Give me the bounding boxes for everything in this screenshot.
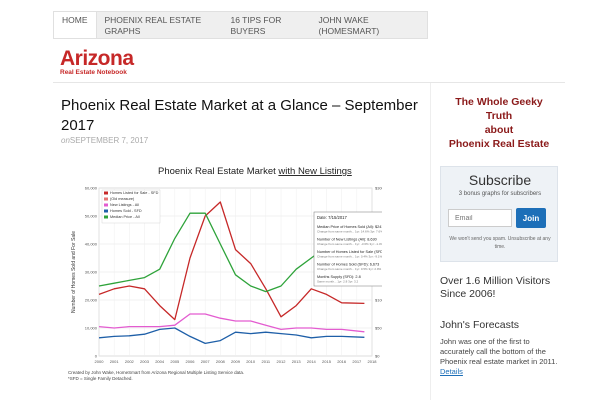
callout-sub-2: Change from same month... 1yr: 0.4% 3yr:… — [317, 255, 382, 259]
x-tick: 2018 — [368, 359, 378, 364]
y-tick-left: 60,000 — [85, 186, 98, 191]
x-tick: 2012 — [277, 359, 287, 364]
subscribe-box: Subscribe 3 bonus graphs for subscribers… — [440, 166, 558, 262]
x-tick: 2016 — [337, 359, 347, 364]
nav-home[interactable]: HOME — [54, 12, 97, 38]
subscribe-subtitle: 3 bonus graphs for subscribers — [458, 191, 542, 197]
legend-swatch-3 — [104, 209, 108, 213]
post-meta-on: on — [61, 136, 70, 145]
legend-swatch-1 — [104, 197, 108, 201]
y-axis-label: Number of Homes Sold and For Sale — [71, 231, 77, 313]
sidebar-separator — [430, 83, 431, 400]
join-button[interactable]: Join — [516, 208, 546, 228]
legend-swatch-4 — [104, 215, 108, 219]
visitors-stat: Over 1.6 Million Visitors Since 2006! — [440, 275, 551, 300]
callout-sub-4: Same month... 1yr: 2.8 3yr: 3.2 — [317, 280, 359, 284]
top-nav: HOME PHOENIX REAL ESTATE GRAPHS 16 TIPS … — [53, 11, 428, 39]
y-tick-right: $100,000 — [375, 298, 382, 303]
x-tick: 2005 — [170, 359, 180, 364]
x-tick: 2001 — [110, 359, 120, 364]
x-tick: 2015 — [322, 359, 332, 364]
legend-swatch-0 — [104, 191, 108, 195]
callout-sub-0: Change from same month... 1yr: 14.6% 3yr… — [317, 230, 382, 234]
series-line-2 — [98, 313, 365, 333]
nav-tips-for-buyers[interactable]: 16 TIPS FOR BUYERS — [230, 15, 282, 36]
legend-label-4: Median Price - All — [110, 215, 140, 219]
subscribe-title: Subscribe — [468, 172, 532, 188]
sidebar-heading-line4: Phoenix Real Estate — [448, 138, 550, 150]
header-divider — [53, 82, 565, 83]
x-tick: 2002 — [125, 359, 135, 364]
callout-sub-1: Change from same month... 1yr: -3.6% 3yr… — [317, 242, 382, 246]
post-meta: onSEPTEMBER 7, 2017 — [61, 136, 148, 145]
y-tick-left: 0 — [95, 354, 98, 359]
site-logo[interactable]: Arizona Real Estate Notebook — [60, 47, 134, 76]
x-tick: 2006 — [186, 359, 196, 364]
subscribe-note: We won't send you spam. Unsubscribe at a… — [449, 236, 551, 250]
email-input[interactable] — [448, 209, 512, 227]
forecasts-text: John was one of the first to accurately … — [440, 337, 558, 366]
sidebar-heading-line3: about — [484, 124, 514, 136]
sidebar-heading-line1: The Whole Geeky — [455, 96, 543, 108]
chart-title-main: Phoenix Real Estate Market — [158, 166, 278, 177]
nav-john-wake[interactable]: JOHN WAKE (HOMESMART) — [318, 15, 380, 36]
chart-title-suffix: with New Listings — [277, 166, 352, 177]
market-chart[interactable]: Phoenix Real Estate Market with New List… — [66, 160, 398, 380]
x-tick: 2000 — [95, 359, 105, 364]
callout-label-3: Number of Homes Sold (SFD): 6,673 — [317, 263, 379, 267]
y-tick-right: $50,000 — [375, 326, 382, 331]
forecasts-text-block: John was one of the first to accurately … — [440, 337, 558, 377]
logo-title: Arizona — [60, 47, 134, 70]
callout-label-0: Median Price of Homes Sold (All): $241,0… — [317, 225, 382, 229]
y-tick-left: 50,000 — [85, 214, 98, 219]
x-tick: 2010 — [246, 359, 256, 364]
legend-swatch-2 — [104, 203, 108, 207]
chart-footnote: Created by John Wake, HomeSmart from Ari… — [68, 370, 388, 382]
forecasts-heading: John's Forecasts — [440, 319, 520, 331]
x-tick: 2017 — [352, 359, 362, 364]
legend-label-0: Homes Listed for Sale - SFD — [110, 191, 159, 195]
callout-label-2: Number of Homes Listed for Sale (SFD): 1… — [317, 250, 382, 254]
x-tick: 2008 — [216, 359, 226, 364]
x-tick: 2004 — [155, 359, 165, 364]
chart-title: Phoenix Real Estate Market with New List… — [158, 166, 352, 177]
x-tick: 2014 — [307, 359, 317, 364]
post-date: SEPTEMBER 7, 2017 — [69, 136, 149, 145]
callout-date: Date: 7/15/2017 — [317, 215, 347, 220]
sidebar-heading: The Whole Geeky Truth about Phoenix Real… — [440, 95, 558, 151]
y-tick-right: $300,000 — [375, 186, 382, 191]
y-tick-right: $0 — [375, 354, 380, 359]
sidebar-heading-line2: Truth — [485, 110, 513, 122]
y-tick-left: 40,000 — [85, 242, 98, 247]
callout-sub-3: Change from same month... 1yr: 0.5% 3yr:… — [317, 267, 382, 271]
x-tick: 2003 — [140, 359, 150, 364]
y-tick-left: 30,000 — [85, 270, 98, 275]
x-tick: 2007 — [201, 359, 211, 364]
market-chart-svg: Phoenix Real Estate Market with New List… — [71, 166, 398, 364]
legend-label-3: Homes Sold - SFD — [110, 209, 142, 213]
details-link[interactable]: Details — [440, 367, 463, 376]
callout-label-4: Months Supply (SFD): 2.8 — [317, 275, 361, 279]
y-tick-left: 20,000 — [85, 298, 98, 303]
legend-box — [101, 189, 161, 224]
y-tick-left: 10,000 — [85, 326, 98, 331]
chart-footnote-line1: Created by John Wake, HomeSmart from Ari… — [68, 370, 245, 375]
legend-label-2: New Listings - All — [110, 203, 139, 207]
legend-label-1: (Old measure) — [110, 197, 135, 201]
post-title[interactable]: Phoenix Real Estate Market at a Glance –… — [61, 97, 418, 134]
callout-box — [313, 211, 391, 287]
series-line-3 — [98, 327, 365, 345]
x-tick: 2009 — [231, 359, 241, 364]
logo-subtitle: Real Estate Notebook — [60, 69, 127, 76]
nav-phoenix-graphs[interactable]: PHOENIX REAL ESTATE GRAPHS — [104, 15, 202, 36]
chart-footnote-line2: *SFD = Single Family Detached. — [68, 376, 133, 381]
x-tick: 2011 — [262, 359, 271, 364]
x-tick: 2013 — [292, 359, 302, 364]
series-line-0 — [98, 201, 365, 321]
callout-label-1: Number of New Listings (All): 8,630 — [317, 238, 377, 242]
